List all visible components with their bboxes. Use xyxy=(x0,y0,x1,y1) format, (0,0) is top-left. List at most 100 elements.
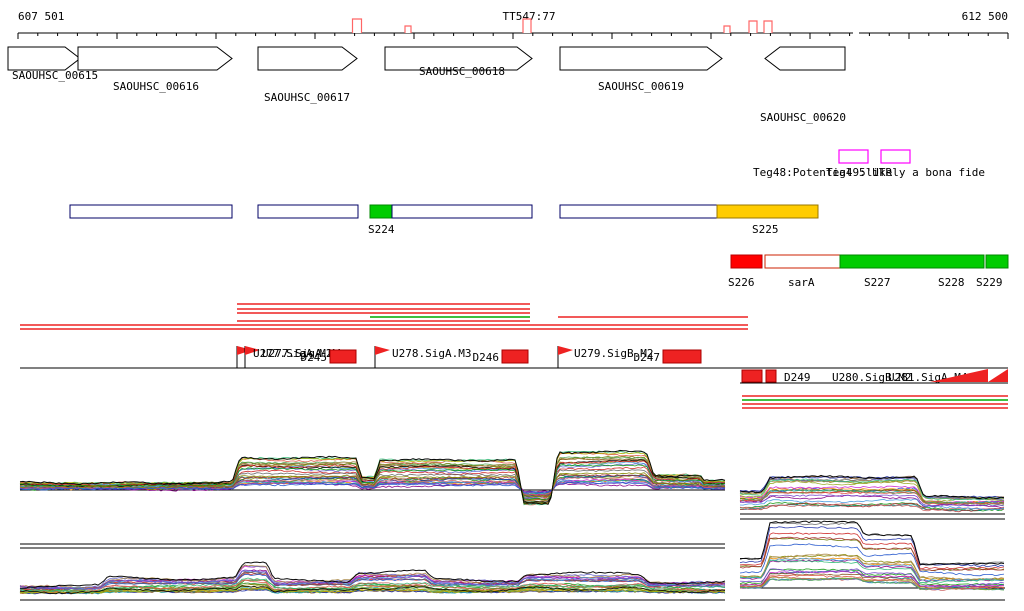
coverage-trace xyxy=(20,569,726,590)
transcript-label: sarA xyxy=(788,276,815,289)
coverage-trace xyxy=(739,494,1005,507)
gene-arrow-saouhsc_00620[interactable] xyxy=(764,46,846,71)
coverage-trace xyxy=(19,577,726,593)
coverage-trace xyxy=(739,489,1005,505)
transcript-label: S224 xyxy=(368,223,395,236)
transcript-track: S224 S225 S226 sarA S227 S228 S229 xyxy=(69,204,1009,289)
tss-flag[interactable] xyxy=(558,346,573,355)
utr-label: Teg48:Potential 5'UTR xyxy=(753,166,892,179)
coverage-trace xyxy=(19,472,726,498)
coverage-trace xyxy=(19,585,726,595)
coverage-trace xyxy=(19,573,726,591)
terminator-name-label: TT547:77 xyxy=(503,10,556,23)
coverage-trace xyxy=(739,559,1005,582)
coverage-trace xyxy=(739,570,1005,589)
utr-box[interactable] xyxy=(838,149,869,164)
coverage-trace xyxy=(739,543,1005,577)
gene-arrow-saouhsc_00619[interactable] xyxy=(559,46,723,71)
transcript-box[interactable] xyxy=(764,254,841,269)
gene-label: SAOUHSC_00620 xyxy=(760,111,846,124)
transcript-box[interactable] xyxy=(69,204,233,219)
coverage-trace xyxy=(739,491,1005,505)
gene-arrow-saouhsc_00618[interactable] xyxy=(384,46,533,71)
reads-track xyxy=(20,303,1008,409)
coverage-right-reverse xyxy=(739,520,1005,601)
tss-flag-label: U278.SigA.M3 xyxy=(392,347,471,360)
gene-arrow-saouhsc_00617[interactable] xyxy=(257,46,358,71)
transcript-box[interactable] xyxy=(559,204,718,219)
gene-label: SAOUHSC_00616 xyxy=(113,80,199,93)
coverage-trace xyxy=(739,574,1005,590)
coverage-trace xyxy=(739,558,1005,582)
coverage-trace xyxy=(739,478,1005,501)
transcript-box[interactable] xyxy=(391,204,533,219)
tss-flag-label: U279.SigB.M2 xyxy=(574,347,653,360)
terminator-mark[interactable] xyxy=(404,25,412,33)
coverage-trace xyxy=(739,568,1005,588)
terminator-mark[interactable] xyxy=(763,20,773,33)
gene-label: SAOUHSC_00619 xyxy=(598,80,684,93)
transcript-box[interactable] xyxy=(257,204,359,219)
transcript-label: S229 xyxy=(976,276,1003,289)
tss-flag-label-reverse: D249 xyxy=(784,371,811,384)
tss-flag[interactable] xyxy=(245,346,260,355)
tss-flag[interactable] xyxy=(375,346,390,355)
coverage-trace xyxy=(739,557,1005,581)
coverage-left-forward xyxy=(19,449,726,549)
transcript-label: S228 xyxy=(938,276,965,289)
gene-label: SAOUHSC_00618 xyxy=(419,65,505,78)
gene-arrow-saouhsc_00616[interactable] xyxy=(77,46,233,71)
processing-site-box-reverse[interactable] xyxy=(741,369,763,383)
coverage-trace xyxy=(739,522,1005,565)
terminator-mark[interactable] xyxy=(723,25,731,33)
transcript-box[interactable] xyxy=(985,254,1009,269)
coverage-trace xyxy=(19,481,726,494)
processing-site-box[interactable] xyxy=(662,349,702,364)
processing-site-label: D246 xyxy=(473,351,500,364)
ruler-gap xyxy=(853,31,859,35)
transcript-box[interactable] xyxy=(716,204,819,219)
coverage-trace xyxy=(19,582,725,594)
transcript-label: S225 xyxy=(752,223,779,236)
coverage-trace xyxy=(739,477,1005,501)
coverage-left-reverse xyxy=(19,561,726,601)
coverage-trace xyxy=(739,559,1005,584)
processing-site-label: D247 xyxy=(634,351,661,364)
ruler-right-coordinate: 612 500 xyxy=(962,10,1008,23)
coverage-trace xyxy=(739,536,1005,571)
gene-track: SAOUHSC_00615 SAOUHSC_00616 SAOUHSC_00617 S… xyxy=(7,46,846,124)
transcript-box[interactable] xyxy=(730,254,763,269)
terminator-mark[interactable] xyxy=(748,20,758,33)
coverage-trace xyxy=(19,579,726,594)
transcript-label: S227 xyxy=(864,276,891,289)
ruler-left-coordinate: 607 501 xyxy=(18,10,64,23)
terminator-mark[interactable] xyxy=(351,18,363,33)
coverage-trace xyxy=(19,585,726,594)
coverage-trace xyxy=(19,564,726,589)
coordinate-ruler xyxy=(17,18,1009,39)
coverage-trace xyxy=(19,587,726,594)
coverage-trace xyxy=(740,520,1005,566)
coverage-trace xyxy=(739,532,1005,570)
utr-box[interactable] xyxy=(880,149,911,164)
tss-flag-reverse[interactable] xyxy=(930,369,988,382)
coverage-trace xyxy=(19,564,726,590)
ruler-header: 607 501 TT547:77 612 500 xyxy=(18,10,1008,23)
coverage-trace xyxy=(19,450,726,506)
utr-label: Teg49:likely a bona fide xyxy=(826,166,985,179)
tss-flag-reverse[interactable] xyxy=(988,369,1008,382)
coverage-trace xyxy=(19,460,726,500)
coverage-trace xyxy=(19,482,726,493)
terminator-mark[interactable] xyxy=(522,18,532,33)
processing-site-box[interactable] xyxy=(501,349,529,364)
transcript-box[interactable] xyxy=(839,254,985,269)
transcript-box[interactable] xyxy=(369,204,393,219)
processing-site-box[interactable] xyxy=(329,349,357,364)
coverage-trace xyxy=(19,569,726,590)
transcript-label: S226 xyxy=(728,276,755,289)
gene-arrow-saouhsc_00615[interactable] xyxy=(7,46,81,71)
processing-site-box-reverse[interactable] xyxy=(765,369,777,383)
